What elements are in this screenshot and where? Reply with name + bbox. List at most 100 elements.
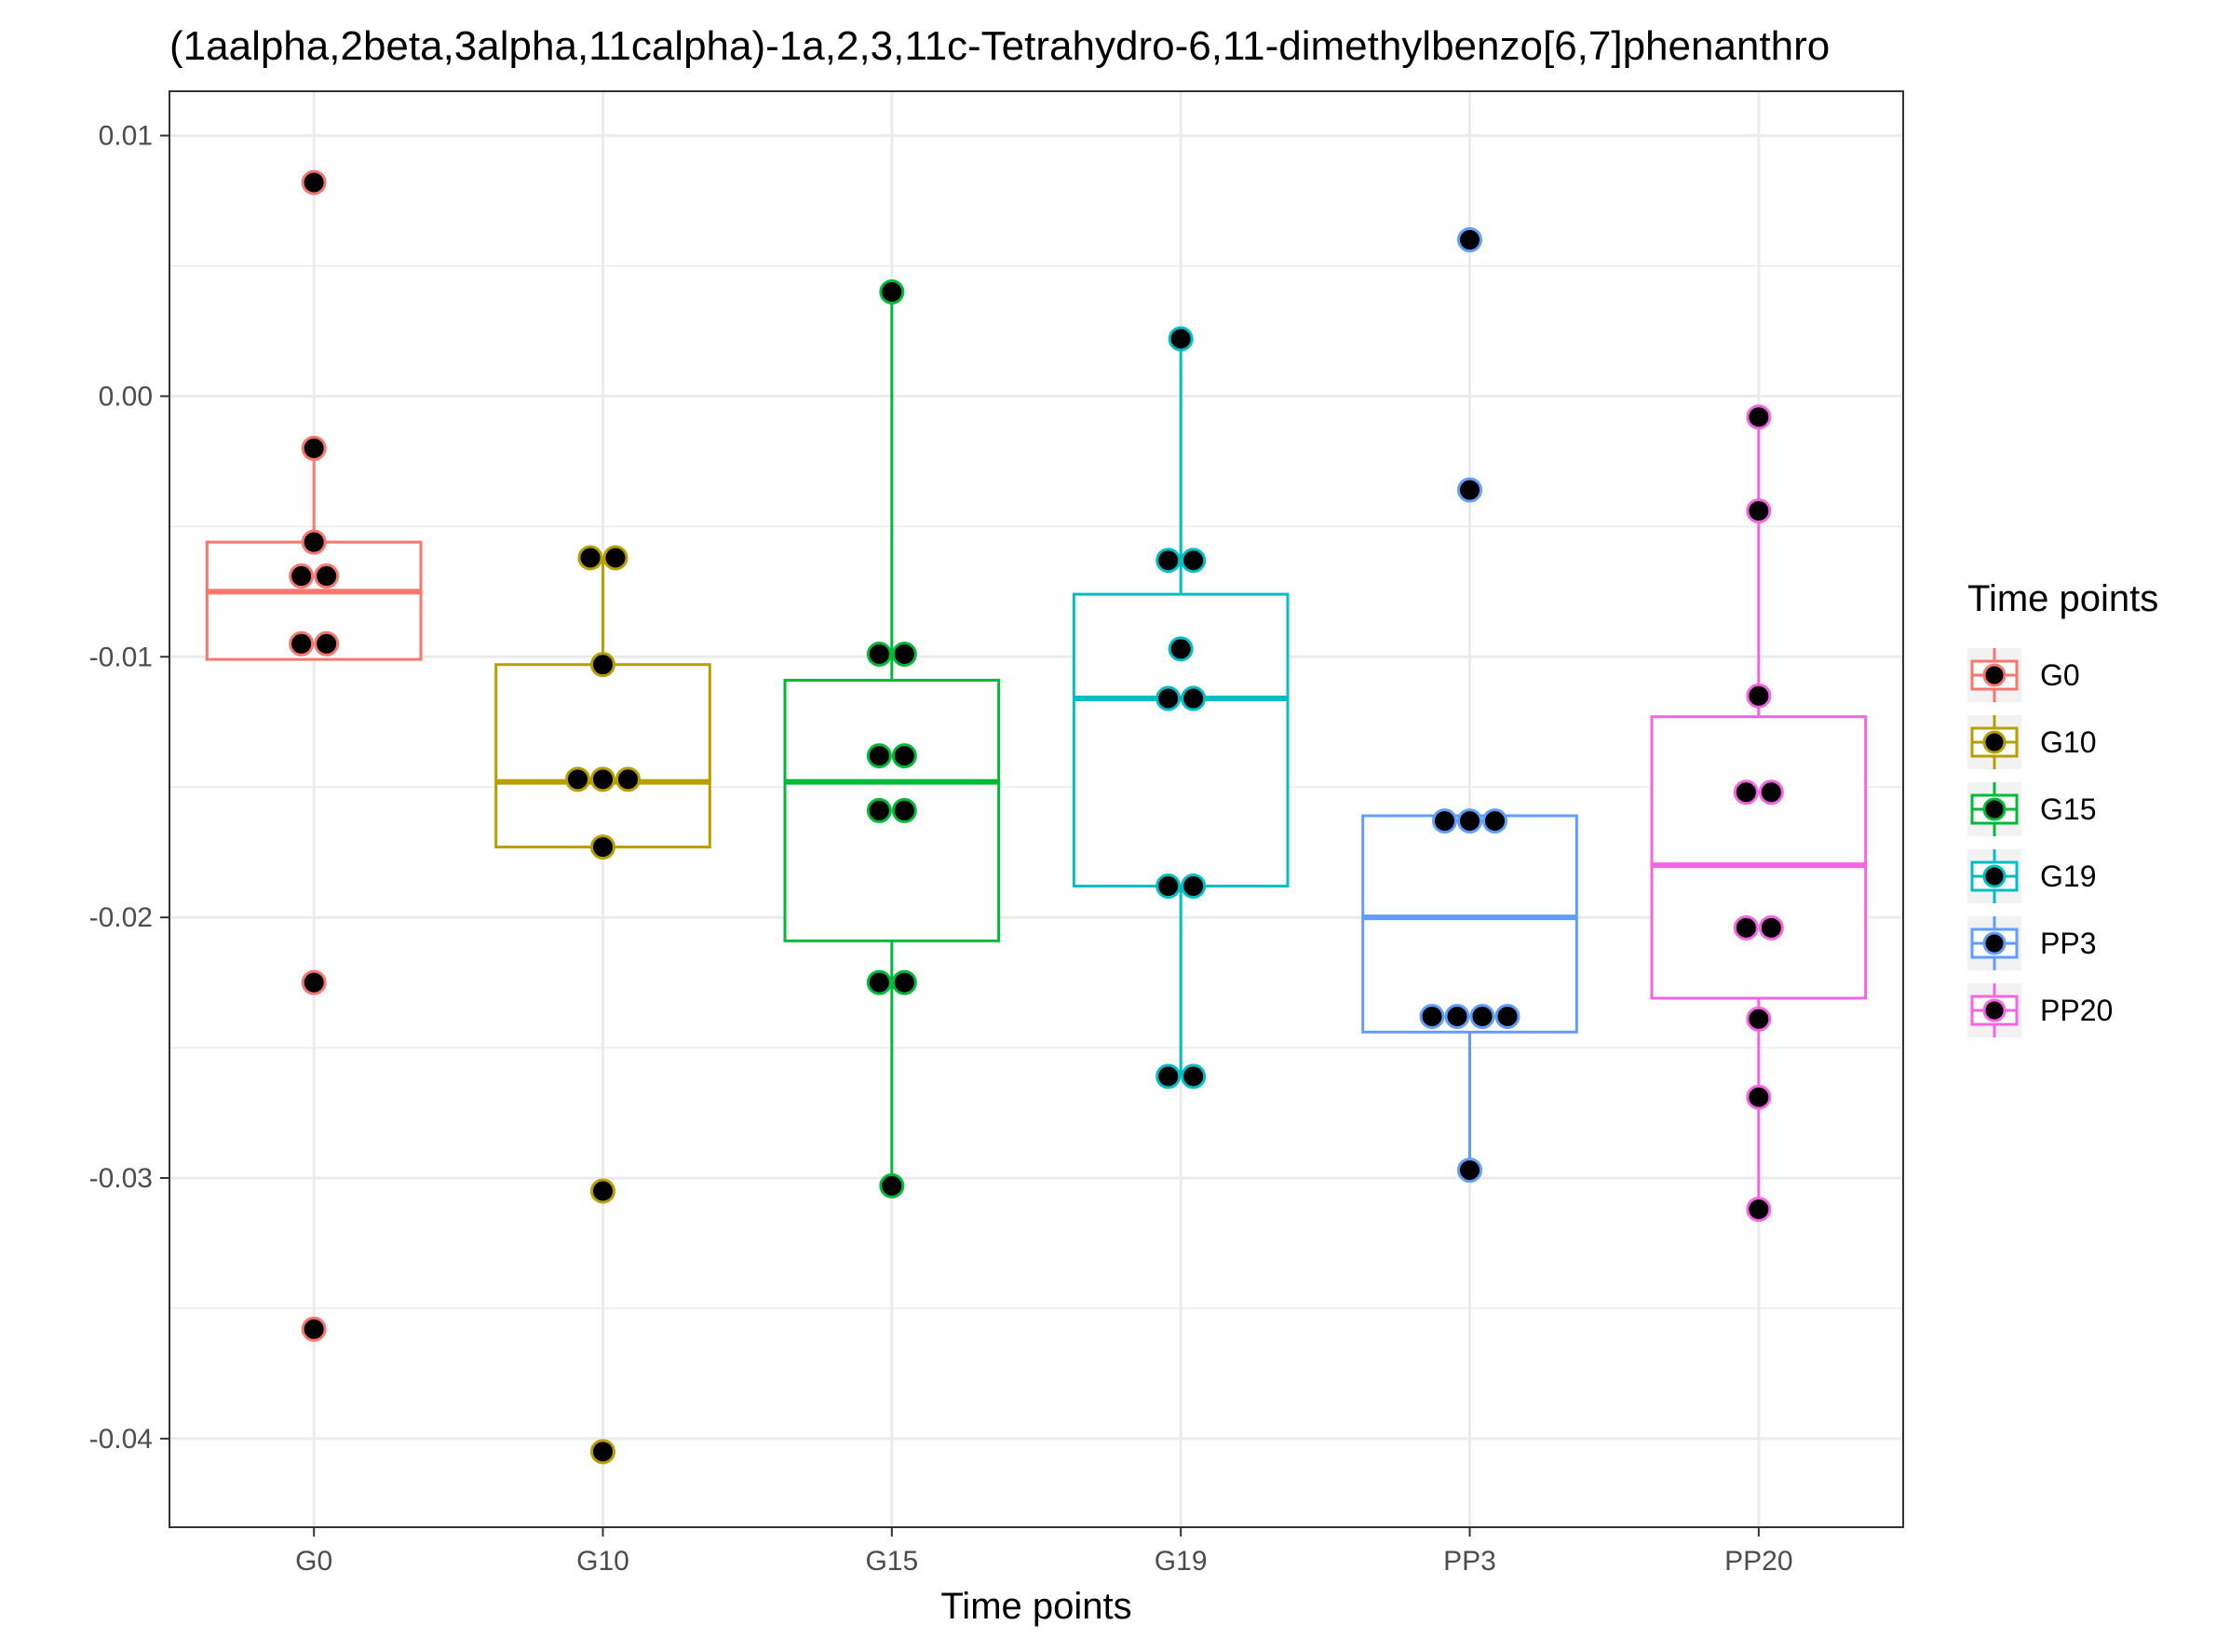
data-point-g0 <box>301 435 327 461</box>
legend-key-point <box>1982 998 2007 1022</box>
data-point-pp3 <box>1444 1003 1470 1029</box>
box-pp3 <box>1361 814 1578 1171</box>
data-point-g15 <box>891 797 917 823</box>
y-axis: 0.01 0.00 -0.01 -0.02 -0.03 -0.04 <box>89 121 169 1455</box>
legend-key-point <box>1982 864 2007 888</box>
x-tick-label: G0 <box>295 1546 332 1577</box>
legend-label: G19 <box>2040 860 2096 893</box>
legend-key-point <box>1982 931 2007 955</box>
data-point-g15 <box>866 969 892 995</box>
data-point-pp3 <box>1419 1003 1445 1029</box>
box-body <box>1650 715 1868 1000</box>
data-point-g10 <box>577 545 603 571</box>
data-point-pp20 <box>1746 1197 1772 1223</box>
data-point-pp20 <box>1746 498 1772 524</box>
data-point-g10 <box>590 652 615 678</box>
data-point-pp3 <box>1494 1003 1520 1029</box>
data-point-g19 <box>1181 873 1207 900</box>
y-tick-label: -0.03 <box>89 1163 153 1194</box>
legend-item-pp3: PP3 <box>1967 916 2096 970</box>
grid-lines <box>169 91 1903 1527</box>
x-axis-title: Time points <box>940 1586 1131 1627</box>
y-tick-label: 0.00 <box>99 381 153 412</box>
data-point-pp3 <box>1457 477 1482 503</box>
data-point-pp3 <box>1469 1003 1495 1029</box>
y-tick-label: -0.04 <box>89 1424 153 1455</box>
data-point-g19 <box>1156 685 1182 711</box>
data-point-pp20 <box>1733 779 1759 806</box>
data-point-pp3 <box>1432 808 1457 834</box>
data-point-pp3 <box>1457 227 1482 253</box>
data-point-g10 <box>602 545 628 571</box>
data-point-g19 <box>1168 326 1194 352</box>
legend-label: G10 <box>2040 725 2096 759</box>
data-point-g19 <box>1156 1063 1182 1090</box>
chart-title: (1aalpha,2beta,3alpha,11calpha)-1a,2,3,1… <box>169 23 1830 69</box>
data-point-pp20 <box>1733 914 1759 941</box>
legend-key-point <box>1982 730 2007 754</box>
y-tick-label: 0.01 <box>99 121 153 152</box>
y-tick-label: -0.01 <box>89 642 153 672</box>
legend-item-g15: G15 <box>1967 782 2096 836</box>
legend-label: G0 <box>2040 658 2080 692</box>
box-g10 <box>494 557 711 849</box>
x-axis: G0 G10 G15 G19 PP3 PP20 <box>295 1527 1793 1577</box>
x-tick-label: PP3 <box>1443 1546 1496 1577</box>
data-point-pp3 <box>1482 808 1507 834</box>
x-tick-label: PP20 <box>1724 1546 1792 1577</box>
box-body <box>494 663 711 849</box>
data-point-g15 <box>891 969 917 995</box>
data-point-g19 <box>1181 1063 1207 1090</box>
data-point-g19 <box>1181 685 1207 711</box>
data-point-g10 <box>590 1439 615 1465</box>
data-point-g10 <box>590 766 615 792</box>
data-point-g15 <box>891 743 917 769</box>
data-point-pp20 <box>1746 1084 1772 1110</box>
data-point-g15 <box>866 797 892 823</box>
panel-border <box>169 90 1904 1528</box>
legend-items: G0 G10 G15 G19 PP3 PP20 <box>1967 648 2113 1037</box>
box-body <box>205 540 423 661</box>
x-tick-label: G15 <box>865 1546 918 1577</box>
x-tick-label: G10 <box>576 1546 629 1577</box>
data-point-g10 <box>590 1178 615 1204</box>
box-body <box>1361 814 1578 1034</box>
point-layer <box>289 169 1784 1465</box>
legend-label: G15 <box>2040 792 2096 826</box>
legend-item-g0: G0 <box>1967 648 2080 702</box>
legend-key-point <box>1982 797 2007 821</box>
legend-item-g19: G19 <box>1967 849 2096 903</box>
data-point-g0 <box>289 563 315 589</box>
legend-item-pp20: PP20 <box>1967 983 2113 1037</box>
data-point-pp20 <box>1758 779 1784 806</box>
legend-title: Time points <box>1967 578 2158 619</box>
data-point-g0 <box>301 529 327 555</box>
data-point-g15 <box>879 278 905 305</box>
data-point-pp20 <box>1758 914 1784 941</box>
legend: Time points G0 G10 G15 G19 PP3 PP20 <box>1967 578 2158 1037</box>
data-point-g15 <box>879 1172 905 1198</box>
box-layer <box>205 291 1868 1210</box>
data-point-g15 <box>866 641 892 667</box>
data-point-g0 <box>314 563 340 589</box>
legend-label: PP20 <box>2040 994 2113 1027</box>
data-point-pp3 <box>1457 808 1482 834</box>
x-tick-label: G19 <box>1155 1546 1208 1577</box>
data-point-pp3 <box>1457 1158 1482 1184</box>
data-point-pp20 <box>1746 1006 1772 1032</box>
panel-background <box>169 91 1903 1527</box>
legend-key-point <box>1982 663 2007 687</box>
data-point-g19 <box>1168 636 1194 662</box>
data-point-g19 <box>1156 548 1182 574</box>
data-point-g10 <box>615 766 641 792</box>
data-point-g10 <box>590 834 615 860</box>
legend-item-g10: G10 <box>1967 715 2096 769</box>
data-point-g15 <box>891 641 917 667</box>
y-tick-label: -0.02 <box>89 902 153 933</box>
data-point-g0 <box>289 630 315 657</box>
box-pp20 <box>1650 416 1868 1210</box>
data-point-g0 <box>301 969 327 995</box>
data-point-g15 <box>866 743 892 769</box>
data-point-g0 <box>314 630 340 657</box>
